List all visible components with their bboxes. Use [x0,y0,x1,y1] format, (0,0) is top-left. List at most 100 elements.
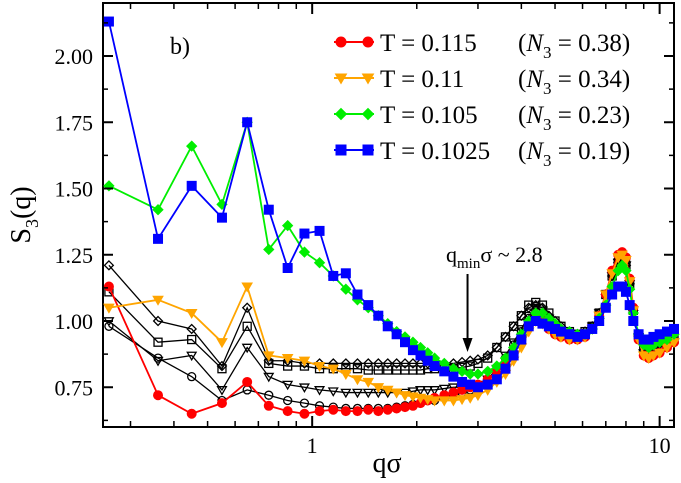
axis-layer: 0.75 1.00 1.25 1.50 1.75 2.00 1 10 [55,3,674,458]
data-point [328,404,339,415]
data-point [407,345,418,356]
data-point [340,283,352,295]
data-point [628,316,639,326]
data-point [448,371,459,382]
data-point [607,289,618,300]
data-point [313,257,326,269]
data-point [361,73,375,85]
data-point [472,368,484,380]
legend-entry: T = 0.115 (N3 = 0.38) [334,30,630,62]
data-point [241,282,253,293]
data-point [500,363,511,374]
data-point [263,400,274,411]
data-point [263,372,275,383]
data-point [263,204,274,215]
y-tick-label: 2.00 [55,44,94,69]
data-point [669,323,679,334]
data-point [464,393,477,404]
data-point [407,387,419,397]
data-point [428,396,441,407]
data-point [457,376,468,387]
data-point [283,395,293,406]
data-point [382,321,393,332]
data-point [464,368,476,380]
data-point [103,16,114,27]
data-point [482,365,494,378]
data-point [352,358,363,369]
data-point [263,355,275,367]
legend-n3: (N3 = 0.19) [518,138,630,170]
data-point [429,361,440,372]
data-point [152,204,164,216]
data-point [361,107,375,121]
data-point [483,353,493,363]
legend-entry: T = 0.105 (N3 = 0.23) [334,102,630,134]
qmin-annotation: qminσ ~ 2.8 [446,242,543,272]
x-tick-label: 1 [307,433,318,458]
data-point [216,386,228,396]
data-point [281,354,294,365]
data-point [620,255,632,266]
data-point [447,396,460,407]
data-point [362,36,374,48]
data-point [382,404,393,415]
qmin-arrow [462,274,473,352]
data-point [491,342,503,353]
data-point [472,354,484,365]
legend-n3: (N3 = 0.38) [518,30,630,62]
data-point [362,358,374,369]
data-point [187,334,197,345]
legend-label: T = 0.1025 [380,138,490,165]
data-point [620,264,632,277]
legend-entry: T = 0.11 (N3 = 0.34) [334,66,630,98]
data-point [216,398,227,409]
data-point [600,302,611,313]
data-point [299,398,310,408]
data-point [373,406,384,417]
data-point [448,387,459,398]
data-point [399,358,411,369]
data-point [340,358,352,369]
data-point [482,379,493,390]
data-point [633,329,644,340]
data-point [382,358,394,369]
data-point [263,243,275,256]
legend-entry: T = 0.1025 (N3 = 0.19) [334,138,630,170]
data-point [351,375,364,386]
data-point [414,386,427,396]
data-point [335,144,347,156]
data-point [186,351,198,362]
data-point [580,329,591,340]
data-point [328,270,339,281]
data-point [186,180,197,191]
data-point [438,384,450,395]
data-point [327,387,339,397]
data-point [516,310,527,322]
data-point [282,263,293,273]
data-point [340,406,351,417]
data-point [103,281,114,292]
x-axis-title: qσ [372,448,401,479]
legend-n3: (N3 = 0.34) [518,66,630,98]
data-point [362,144,374,156]
data-point [186,140,198,152]
legend-label: T = 0.105 [380,102,478,129]
plot-frame [102,2,675,428]
data-point [352,364,363,374]
data-point [422,355,433,366]
data-point [152,315,164,327]
data-point [153,233,164,244]
data-point [242,321,252,331]
x-tick-label: 10 [649,433,671,458]
data-point [456,365,468,378]
data-point [391,329,402,340]
data-point [314,386,326,396]
data-point [587,323,598,334]
data-point [407,392,419,403]
data-point [314,406,325,417]
data-point [647,351,660,362]
data-point [383,365,393,375]
data-point [241,343,253,354]
data-point [472,382,483,393]
